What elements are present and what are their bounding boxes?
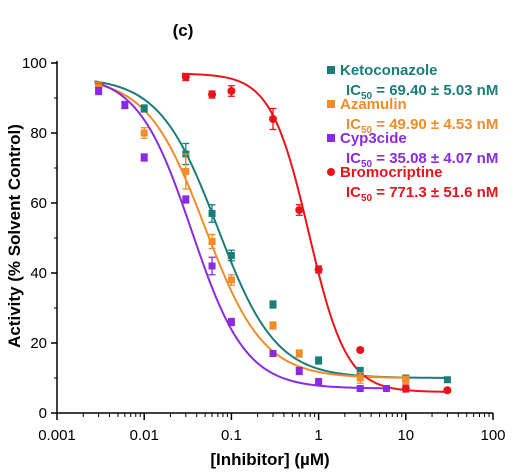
- legend-ic50-azamulin: IC50 = 49.90 ± 4.53 nM: [346, 116, 498, 136]
- y-tick-label: 20: [30, 335, 47, 352]
- fit-curve-cyp3cide: [94, 81, 389, 390]
- data-point-ketoconazole: [356, 367, 364, 375]
- data-point-bromocriptine: [295, 206, 304, 214]
- axes: 0.001 0.01 0.1 1 10 100 0 20 40 60 80 100: [22, 55, 506, 444]
- data-point-bromocriptine: [356, 346, 365, 354]
- data-point-ketoconazole: [315, 357, 323, 364]
- data-point-bromocriptine: [269, 115, 278, 123]
- panel-label: (c): [173, 21, 194, 40]
- x-tick-label: 0.001: [38, 427, 76, 444]
- data-point-bromocriptine: [227, 87, 236, 95]
- legend-label-cyp3cide: Cyp3cide: [340, 130, 407, 147]
- legend-label-bromocriptine: Bromocriptine: [340, 164, 443, 181]
- legend-label-azamulin: Azamulin: [340, 96, 407, 113]
- legend-marker-cyp3cide: [327, 134, 335, 142]
- y-tick-label: 60: [30, 195, 47, 212]
- data-point-azamulin: [295, 350, 303, 357]
- legend-marker-bromocriptine: [327, 168, 335, 176]
- data-point-bromocriptine: [181, 73, 190, 81]
- data-point-cyp3cide: [95, 87, 103, 95]
- data-point-bromocriptine: [443, 386, 452, 395]
- data-point-ketoconazole: [140, 105, 148, 112]
- data-point-cyp3cide: [269, 350, 277, 357]
- y-tick-label: 100: [22, 55, 47, 72]
- data-point-cyp3cide: [121, 101, 129, 109]
- x-tick-label: 10: [397, 427, 414, 444]
- data-point-azamulin: [269, 322, 277, 329]
- x-tick-label: 0.1: [221, 427, 242, 444]
- data-point-azamulin: [140, 129, 148, 137]
- legend-ic50-ketoconazole: IC50 = 69.40 ± 5.03 nM: [346, 82, 498, 102]
- data-point-cyp3cide: [182, 196, 190, 203]
- data-point-cyp3cide: [356, 385, 364, 392]
- data-point-azamulin: [182, 168, 190, 175]
- data-point-cyp3cide: [295, 367, 303, 375]
- data-point-ketoconazole: [227, 252, 235, 259]
- legend-ic50-bromocriptine: IC50 = 771.3 ± 51.6 nM: [346, 184, 498, 204]
- data-point-cyp3cide: [140, 154, 148, 161]
- y-axis-title: Activity (% Solvent Control): [5, 124, 24, 348]
- fit-curve-azamulin: [94, 82, 408, 379]
- x-axis-title: [Inhibitor] (µM): [210, 450, 329, 469]
- data-point-bromocriptine: [314, 265, 323, 274]
- data-point-bromocriptine: [208, 90, 217, 99]
- legend-label-ketoconazole: Ketoconazole: [340, 62, 438, 79]
- data-point-ketoconazole: [269, 301, 277, 308]
- data-point-ketoconazole: [208, 210, 216, 217]
- x-tick-label: 1: [314, 427, 322, 444]
- data-point-azamulin: [402, 376, 410, 384]
- data-point-bromocriptine: [401, 384, 410, 393]
- data-point-azamulin: [356, 374, 364, 382]
- y-tick-label: 80: [30, 125, 47, 142]
- y-tick-label: 0: [39, 405, 47, 422]
- data-point-cyp3cide: [382, 385, 390, 392]
- legend-marker-azamulin: [327, 100, 335, 108]
- legend: Ketoconazole IC50 = 69.40 ± 5.03 nMAzamul…: [327, 62, 498, 204]
- x-tick-label: 100: [480, 427, 505, 444]
- y-tick-label: 40: [30, 265, 47, 282]
- data-points: [95, 72, 452, 395]
- legend-ic50-cyp3cide: IC50 = 35.08 ± 4.07 nM: [346, 150, 498, 170]
- data-point-ketoconazole: [443, 376, 451, 384]
- data-point-azamulin: [227, 276, 235, 284]
- data-point-cyp3cide: [315, 378, 323, 385]
- data-point-cyp3cide: [208, 262, 216, 270]
- data-point-cyp3cide: [227, 318, 235, 326]
- legend-marker-ketoconazole: [327, 66, 335, 74]
- x-tick-label: 0.01: [130, 427, 159, 444]
- data-point-azamulin: [208, 238, 216, 245]
